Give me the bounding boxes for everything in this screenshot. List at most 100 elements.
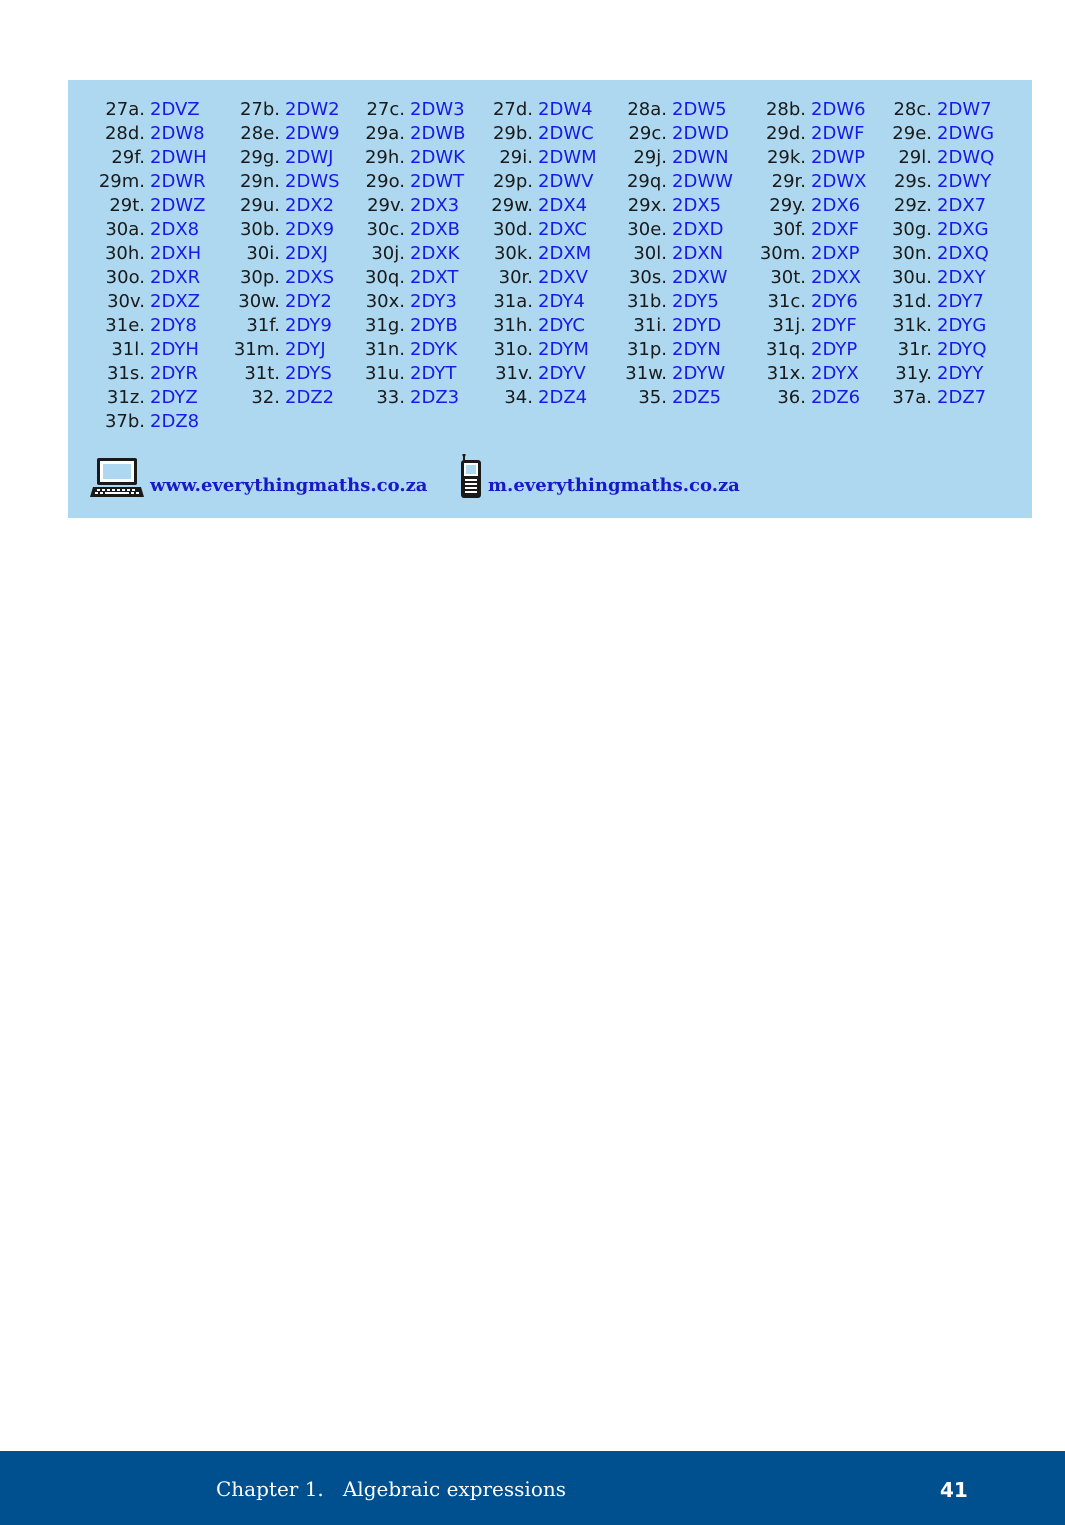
exercise-code-link[interactable]: 2DXH — [150, 243, 202, 264]
exercise-code-link[interactable]: 2DYP — [811, 339, 858, 360]
exercise-code-link[interactable]: 2DXJ — [285, 243, 328, 264]
exercise-code-link[interactable]: 2DYY — [937, 363, 984, 384]
exercise-code-link[interactable]: 2DXD — [672, 219, 724, 240]
mobile-link-group[interactable]: m.everythingmaths.co.za — [460, 448, 740, 500]
exercise-code-link[interactable]: 2DZ6 — [811, 387, 861, 408]
exercise-code-link[interactable]: 2DXP — [811, 243, 860, 264]
exercise-code-link[interactable]: 2DY4 — [538, 291, 585, 312]
exercise-code-link[interactable]: 2DXQ — [937, 243, 989, 264]
exercise-code-link[interactable]: 2DYB — [410, 315, 458, 336]
exercise-code-link[interactable]: 2DWB — [410, 123, 466, 144]
exercise-code-link[interactable]: 2DZ5 — [672, 387, 722, 408]
exercise-code-link[interactable]: 2DZ7 — [937, 387, 987, 408]
exercise-number: 29q. — [626, 171, 667, 192]
exercise-code-link[interactable]: 2DXC — [538, 219, 587, 240]
exercise-code-link[interactable]: 2DYT — [410, 363, 457, 384]
exercise-code-link[interactable]: 2DY6 — [811, 291, 858, 312]
exercise-code-link[interactable]: 2DYD — [672, 315, 722, 336]
exercise-code-link[interactable]: 2DX9 — [285, 219, 335, 240]
exercise-code-link[interactable]: 2DWQ — [937, 147, 995, 168]
exercise-code-link[interactable]: 2DYC — [538, 315, 585, 336]
exercise-code-link[interactable]: 2DZ8 — [150, 411, 200, 432]
exercise-code-link[interactable]: 2DXS — [285, 267, 335, 288]
exercise-code-link[interactable]: 2DYZ — [150, 387, 198, 408]
exercise-code-link[interactable]: 2DX6 — [811, 195, 861, 216]
exercise-code-link[interactable]: 2DXT — [410, 267, 459, 288]
exercise-code-link[interactable]: 2DYN — [672, 339, 721, 360]
exercise-code-link[interactable]: 2DYG — [937, 315, 987, 336]
exercise-code-link[interactable]: 2DYQ — [937, 339, 987, 360]
exercise-code-link[interactable]: 2DXY — [937, 267, 986, 288]
exercise-code-link[interactable]: 2DY2 — [285, 291, 332, 312]
exercise-code-link[interactable]: 2DY5 — [672, 291, 719, 312]
exercise-code-link[interactable]: 2DYJ — [285, 339, 326, 360]
exercise-code-link[interactable]: 2DW5 — [672, 99, 727, 120]
exercise-code-link[interactable]: 2DXB — [410, 219, 460, 240]
exercise-code-link[interactable]: 2DVZ — [150, 99, 200, 120]
exercise-code-link[interactable]: 2DWT — [410, 171, 465, 192]
exercise-code-link[interactable]: 2DYX — [811, 363, 859, 384]
exercise-code-link[interactable]: 2DWC — [538, 123, 594, 144]
exercise-code-link[interactable]: 2DW7 — [937, 99, 992, 120]
exercise-code-link[interactable]: 2DWD — [672, 123, 729, 144]
exercise-code-link[interactable]: 2DX8 — [150, 219, 200, 240]
exercise-code-link[interactable]: 2DXG — [937, 219, 989, 240]
exercise-code-link[interactable]: 2DXR — [150, 267, 201, 288]
exercise-code-link[interactable]: 2DZ3 — [410, 387, 460, 408]
exercise-code-link[interactable]: 2DYM — [538, 339, 589, 360]
exercise-code-link[interactable]: 2DX7 — [937, 195, 987, 216]
exercise-code-link[interactable]: 2DWW — [672, 171, 733, 192]
exercise-number: 30i. — [246, 243, 280, 264]
exercise-code-link[interactable]: 2DWJ — [285, 147, 334, 168]
exercise-code-link[interactable]: 2DYK — [410, 339, 458, 360]
web-link-group[interactable]: www.everythingmaths.co.za — [90, 448, 427, 500]
code-row: 29m. 2DWR 29n. 2DWS 29o. 2DWT 29p. 2DWV 29q. 2DWW… — [68, 170, 1032, 194]
exercise-code-link[interactable]: 2DYR — [150, 363, 198, 384]
exercise-code-link[interactable]: 2DXV — [538, 267, 588, 288]
exercise-code-link[interactable]: 2DWF — [811, 123, 865, 144]
exercise-code-link[interactable]: 2DW2 — [285, 99, 340, 120]
exercise-code-link[interactable]: 2DXM — [538, 243, 592, 264]
exercise-code-link[interactable]: 2DY8 — [150, 315, 197, 336]
exercise-code-link[interactable]: 2DXX — [811, 267, 861, 288]
exercise-code-link[interactable]: 2DXN — [672, 243, 724, 264]
exercise-code-link[interactable]: 2DWP — [811, 147, 865, 168]
exercise-number: 29y. — [769, 195, 806, 216]
exercise-code-link[interactable]: 2DYS — [285, 363, 332, 384]
exercise-code-link[interactable]: 2DWH — [150, 147, 207, 168]
web-link[interactable]: www.everythingmaths.co.za — [150, 475, 428, 496]
exercise-code-link[interactable]: 2DWS — [285, 171, 340, 192]
exercise-code-link[interactable]: 2DX3 — [410, 195, 460, 216]
exercise-code-link[interactable]: 2DYW — [672, 363, 726, 384]
exercise-code-link[interactable]: 2DWM — [538, 147, 597, 168]
exercise-code-link[interactable]: 2DXK — [410, 243, 460, 264]
exercise-code-link[interactable]: 2DZ4 — [538, 387, 588, 408]
exercise-code-link[interactable]: 2DYV — [538, 363, 586, 384]
exercise-code-link[interactable]: 2DWN — [672, 147, 729, 168]
exercise-code-link[interactable]: 2DWX — [811, 171, 867, 192]
exercise-code-link[interactable]: 2DXZ — [150, 291, 200, 312]
exercise-code-link[interactable]: 2DYF — [811, 315, 857, 336]
exercise-code-link[interactable]: 2DWV — [538, 171, 594, 192]
exercise-code-link[interactable]: 2DW6 — [811, 99, 866, 120]
mobile-link[interactable]: m.everythingmaths.co.za — [488, 475, 740, 496]
exercise-code-link[interactable]: 2DW3 — [410, 99, 465, 120]
exercise-code-link[interactable]: 2DWK — [410, 147, 465, 168]
exercise-code-link[interactable]: 2DWY — [937, 171, 992, 192]
exercise-code-link[interactable]: 2DXF — [811, 219, 859, 240]
exercise-code-link[interactable]: 2DYH — [150, 339, 199, 360]
exercise-code-link[interactable]: 2DX2 — [285, 195, 335, 216]
exercise-code-link[interactable]: 2DY3 — [410, 291, 457, 312]
exercise-code-link[interactable]: 2DW8 — [150, 123, 205, 144]
exercise-code-link[interactable]: 2DW4 — [538, 99, 593, 120]
exercise-code-link[interactable]: 2DWG — [937, 123, 995, 144]
exercise-code-link[interactable]: 2DWZ — [150, 195, 206, 216]
exercise-code-link[interactable]: 2DX5 — [672, 195, 722, 216]
exercise-code-link[interactable]: 2DX4 — [538, 195, 588, 216]
exercise-code-link[interactable]: 2DWR — [150, 171, 206, 192]
exercise-code-link[interactable]: 2DZ2 — [285, 387, 335, 408]
exercise-code-link[interactable]: 2DW9 — [285, 123, 340, 144]
exercise-code-link[interactable]: 2DY9 — [285, 315, 332, 336]
exercise-code-link[interactable]: 2DY7 — [937, 291, 984, 312]
exercise-code-link[interactable]: 2DXW — [672, 267, 728, 288]
